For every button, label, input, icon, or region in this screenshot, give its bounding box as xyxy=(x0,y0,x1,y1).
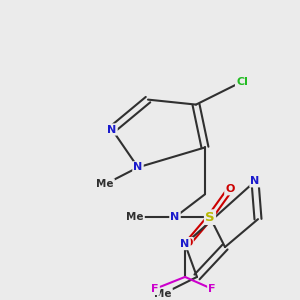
Text: O: O xyxy=(183,238,193,248)
Text: F: F xyxy=(208,284,216,294)
Text: Me: Me xyxy=(96,179,114,189)
Text: N: N xyxy=(250,176,260,186)
Text: S: S xyxy=(205,211,215,224)
Text: F: F xyxy=(151,284,159,294)
Text: N: N xyxy=(134,162,142,172)
Text: Cl: Cl xyxy=(236,77,248,87)
Text: O: O xyxy=(225,184,235,194)
Text: N: N xyxy=(107,124,117,134)
Text: N: N xyxy=(180,239,190,249)
Text: N: N xyxy=(170,212,180,222)
Text: Me: Me xyxy=(126,212,144,222)
Text: Me: Me xyxy=(154,289,172,299)
